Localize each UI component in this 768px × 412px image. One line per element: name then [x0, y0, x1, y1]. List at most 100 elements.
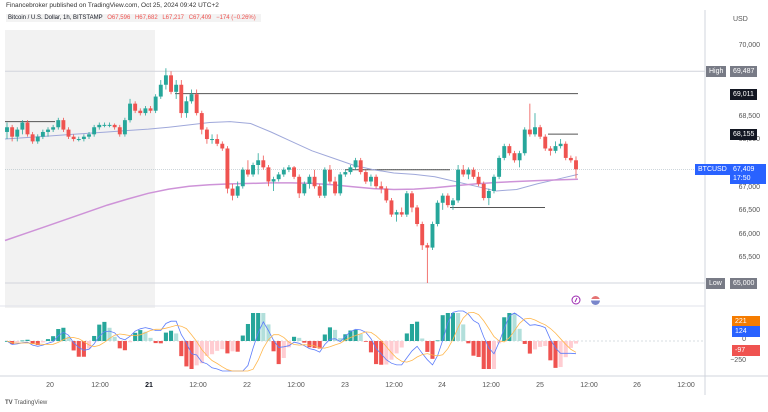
time-axis-label: 12:00 — [91, 382, 109, 389]
time-axis-label: 12:00 — [580, 382, 598, 389]
current-price-tag: 67,409 — [730, 164, 766, 176]
macd-histogram-bar — [179, 341, 184, 357]
symbol-name[interactable]: Bitcoin / U.S. Dollar, 1h, BITSTAMP — [8, 15, 103, 21]
candle-body — [307, 176, 312, 184]
candle-body — [327, 169, 332, 182]
macd-histogram-bar — [20, 340, 25, 342]
time-axis-label: 22 — [243, 382, 251, 389]
candle-body — [415, 207, 420, 224]
us-flag-icon[interactable] — [591, 292, 600, 310]
macd-histogram-bar — [235, 341, 240, 352]
macd-histogram-bar — [209, 341, 215, 355]
candle-body — [445, 195, 450, 206]
macd-histogram-bar — [66, 336, 71, 341]
macd-histogram-bar — [245, 323, 250, 341]
macd-histogram-bar — [538, 341, 543, 347]
macd-histogram-bar — [317, 341, 322, 349]
candle-body — [286, 167, 291, 170]
candle-body — [502, 146, 507, 158]
ohlc-open: O67,596 — [107, 15, 131, 21]
candle-body — [153, 96, 158, 111]
macd-histogram-bar — [261, 313, 266, 341]
macd-histogram-bar — [430, 341, 435, 359]
macd-histogram-bar — [425, 341, 430, 352]
macd-histogram-bar — [148, 337, 153, 341]
macd-histogram-bar — [435, 340, 440, 342]
published-caption: Financebroker published on TradingView.c… — [6, 2, 219, 9]
macd-histogram-bar — [420, 338, 425, 341]
events-icon[interactable] — [571, 292, 581, 310]
macd-histogram-bar — [297, 337, 302, 341]
candle-body — [266, 167, 271, 182]
currency-label[interactable]: USD — [733, 16, 748, 23]
macd-histogram-bar — [225, 341, 230, 354]
candle-body — [538, 127, 543, 137]
macd-histogram-bar — [271, 341, 276, 352]
level-tag: 69,011 — [730, 88, 757, 100]
candle-body — [61, 120, 66, 130]
macd-histogram-bar — [30, 341, 35, 344]
candle-body — [215, 139, 220, 144]
candle-body — [5, 127, 9, 132]
macd-histogram-bar — [168, 330, 174, 341]
candle-body — [169, 75, 173, 92]
macd-histogram-bar — [394, 341, 399, 354]
macd-histogram-bar — [76, 341, 81, 357]
candle-body — [302, 183, 307, 194]
macd-histogram-bar — [491, 341, 497, 369]
candle-body — [369, 176, 373, 182]
price-axis-label: 66,500 — [738, 207, 760, 215]
macd-histogram-bar — [522, 341, 527, 344]
macd-histogram-bar — [312, 341, 317, 348]
histogram-value-tag: -97 — [732, 345, 760, 356]
candle-body — [317, 186, 322, 196]
macd-histogram-bar — [117, 341, 122, 349]
time-axis-label: 20 — [46, 382, 54, 389]
macd-histogram-bar — [307, 341, 312, 348]
candle-body — [148, 108, 153, 111]
macd-histogram-bar — [333, 329, 338, 341]
tradingview-logo[interactable]: TV TradingView — [5, 400, 48, 406]
macd-histogram-bar — [127, 341, 133, 343]
candle-body — [230, 188, 235, 196]
candle-body — [158, 84, 163, 97]
time-axis-label: 12:00 — [385, 382, 403, 389]
macd-histogram-bar — [174, 333, 179, 341]
macd-histogram-bar — [507, 313, 512, 341]
candle-body — [312, 176, 317, 187]
price-axis-label: 65,500 — [738, 254, 760, 262]
macd-histogram-bar — [573, 341, 579, 344]
macd-histogram-bar — [461, 324, 466, 341]
candle-body — [220, 143, 225, 149]
candle-body — [384, 188, 389, 201]
time-axis-label: 12:00 — [482, 382, 500, 389]
macd-histogram-bar — [404, 333, 409, 341]
symbol-legend: Bitcoin / U.S. Dollar, 1h, BITSTAMP O67,… — [6, 14, 261, 22]
candle-body — [486, 190, 491, 199]
macd-histogram-bar — [61, 327, 66, 341]
macd-histogram-bar — [240, 335, 245, 341]
candle-body — [112, 124, 117, 128]
macd-histogram-bar — [486, 341, 491, 369]
price-axis-label: 67,000 — [738, 183, 760, 191]
candle-body — [276, 174, 281, 180]
ohlc-close: C67,409 — [188, 15, 212, 21]
macd-histogram-bar — [40, 341, 45, 343]
candle-body — [451, 200, 455, 206]
candle-body — [204, 129, 209, 140]
candle-body — [56, 120, 61, 128]
macd-histogram-bar — [194, 341, 199, 366]
time-axis-label: 21 — [145, 382, 153, 389]
macd-histogram-bar — [51, 336, 56, 341]
candle-body — [76, 139, 81, 141]
candle-body — [240, 169, 245, 187]
macd-histogram-bar — [35, 341, 40, 345]
macd-histogram-bar — [409, 323, 415, 341]
candle-body — [281, 169, 286, 175]
macd-histogram-bar — [138, 330, 143, 341]
price-axis-label: 70,000 — [738, 42, 760, 49]
macd-histogram-bar — [471, 341, 476, 356]
candle-body — [25, 122, 30, 135]
macd-histogram-bar — [71, 341, 76, 351]
